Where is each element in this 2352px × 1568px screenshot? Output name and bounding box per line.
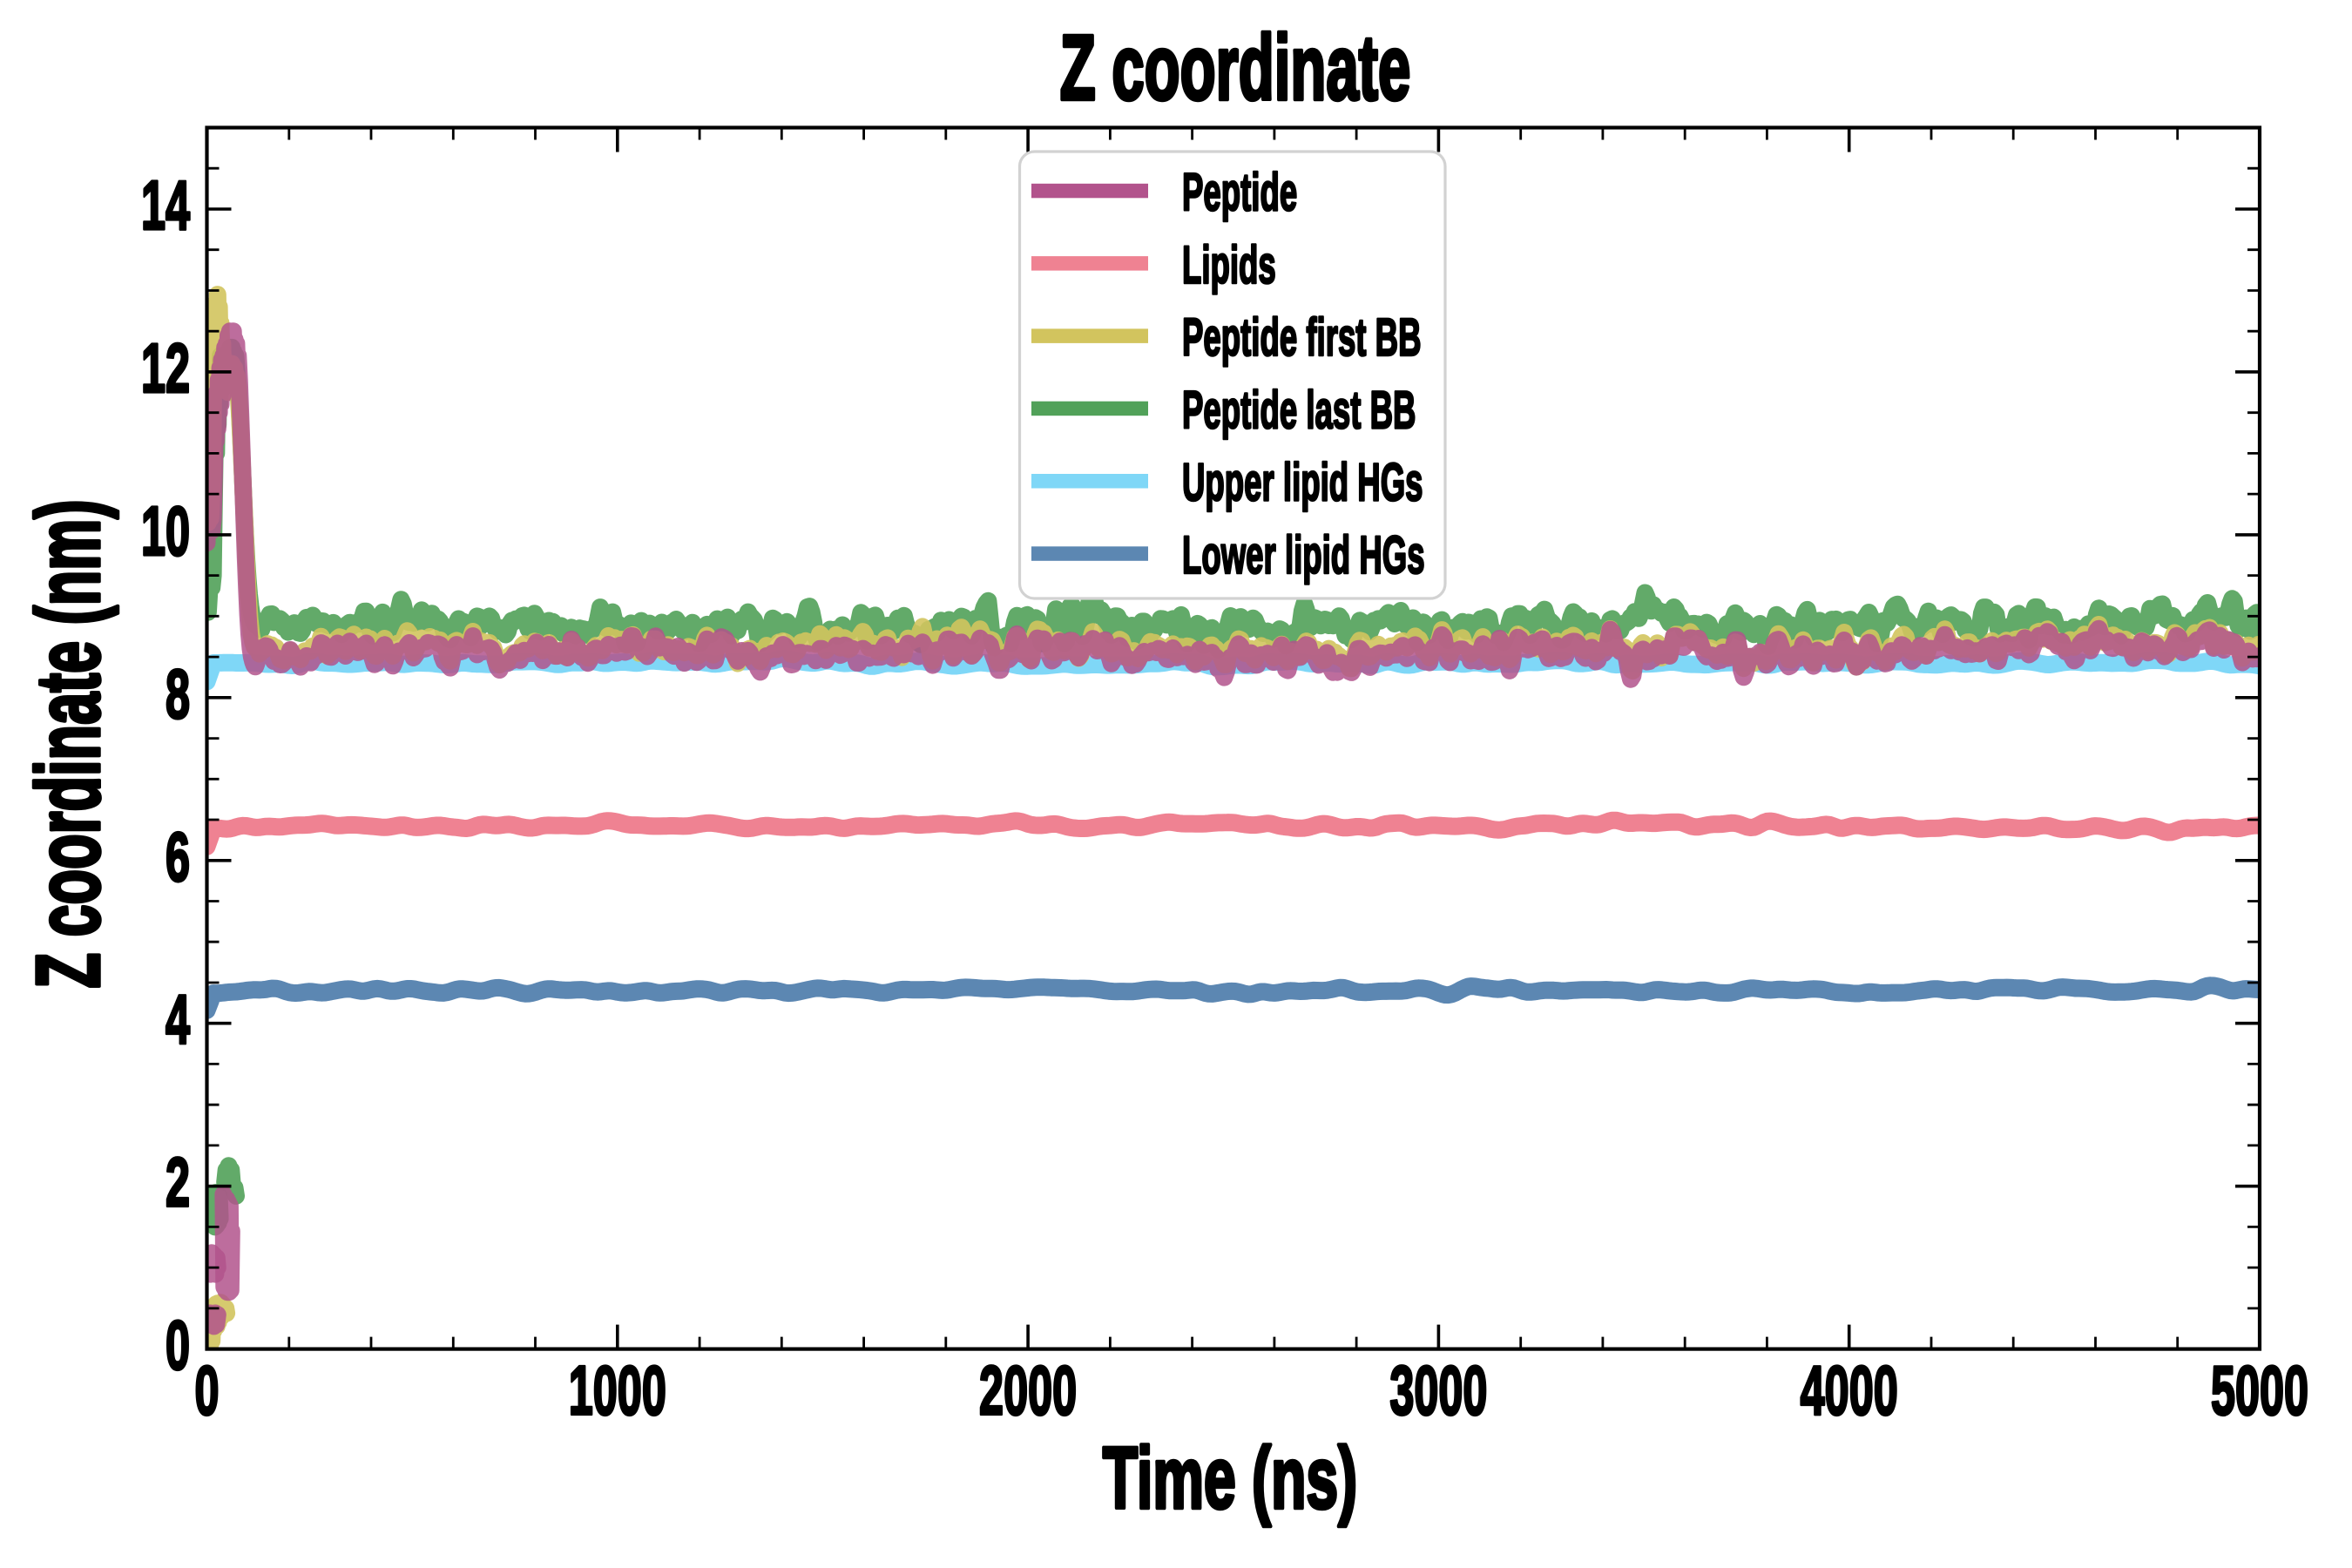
svg-text:Peptide: Peptide: [1182, 162, 1297, 222]
svg-text:2000: 2000: [979, 1352, 1077, 1430]
svg-text:1000: 1000: [569, 1352, 666, 1430]
svg-text:4: 4: [166, 981, 190, 1059]
svg-text:0: 0: [194, 1352, 219, 1430]
svg-text:5000: 5000: [2211, 1352, 2308, 1430]
svg-text:Z coordinate (nm): Z coordinate (nm): [19, 500, 118, 989]
svg-text:Peptide last BB: Peptide last BB: [1182, 380, 1416, 440]
svg-text:4000: 4000: [1801, 1352, 1898, 1430]
svg-text:12: 12: [141, 329, 190, 408]
svg-text:Upper lipid HGs: Upper lipid HGs: [1182, 452, 1423, 512]
svg-text:Lipids: Lipids: [1182, 234, 1276, 294]
svg-text:10: 10: [141, 492, 190, 571]
svg-text:14: 14: [141, 166, 190, 245]
svg-text:Lower lipid HGs: Lower lipid HGs: [1182, 524, 1425, 585]
svg-text:8: 8: [166, 655, 190, 733]
svg-text:Time (ns): Time (ns): [1103, 1429, 1357, 1526]
svg-text:2: 2: [166, 1144, 190, 1222]
svg-text:Z coordinate: Z coordinate: [1060, 16, 1411, 118]
svg-text:3000: 3000: [1389, 1352, 1487, 1430]
svg-text:6: 6: [166, 818, 190, 896]
svg-text:0: 0: [166, 1307, 190, 1385]
svg-text:Peptide first BB: Peptide first BB: [1182, 307, 1422, 367]
